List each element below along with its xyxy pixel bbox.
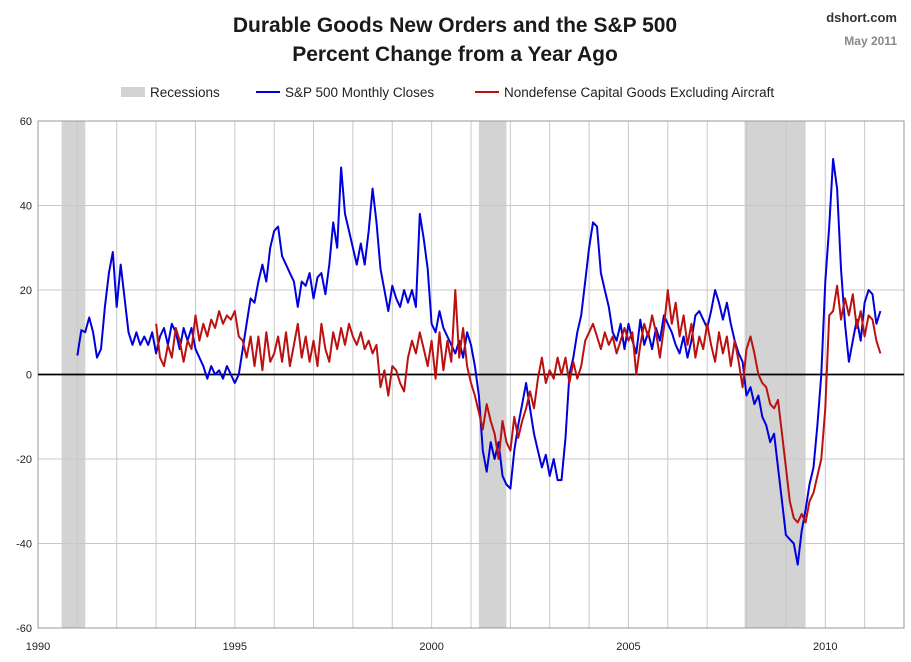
series-line-nondefense [155, 284, 882, 524]
legend: Recessions S&P 500 Monthly Closes Nondef… [121, 85, 774, 100]
y-tick-label: 20 [20, 285, 32, 297]
y-tick-label: 40 [20, 201, 32, 213]
y-tick-label: 60 [20, 116, 32, 128]
x-tick-label: 2005 [616, 641, 640, 653]
chart-title-line2: Percent Change from a Year Ago [292, 43, 618, 66]
legend-sp500-label: S&P 500 Monthly Closes [285, 85, 434, 100]
x-tick-label: 1995 [223, 641, 247, 653]
plot-area: -60 -40 -20 0 20 40 60 1990 1995 2000 2005 2010 [16, 116, 905, 653]
x-axis-ticks: 1990 1995 2000 2005 2010 [26, 641, 838, 653]
x-tick-label: 2010 [813, 641, 837, 653]
y-axis-ticks: -60 -40 -20 0 20 40 60 [16, 116, 32, 635]
series-line-sp500 [76, 158, 882, 566]
series-lines [76, 158, 882, 566]
y-tick-label: -40 [16, 539, 32, 551]
source-label: dshort.com [826, 10, 897, 25]
y-tick-label: 0 [26, 370, 32, 382]
legend-recessions-label: Recessions [150, 85, 220, 100]
legend-recession-swatch [121, 87, 145, 97]
x-tick-label: 2000 [419, 641, 443, 653]
date-label: May 2011 [844, 34, 897, 48]
y-tick-label: -20 [16, 454, 32, 466]
chart-title-line1: Durable Goods New Orders and the S&P 500 [233, 14, 677, 37]
y-tick-label: -60 [16, 623, 32, 635]
legend-nondefense-label: Nondefense Capital Goods Excluding Aircr… [504, 85, 774, 100]
x-tick-label: 1990 [26, 641, 50, 653]
